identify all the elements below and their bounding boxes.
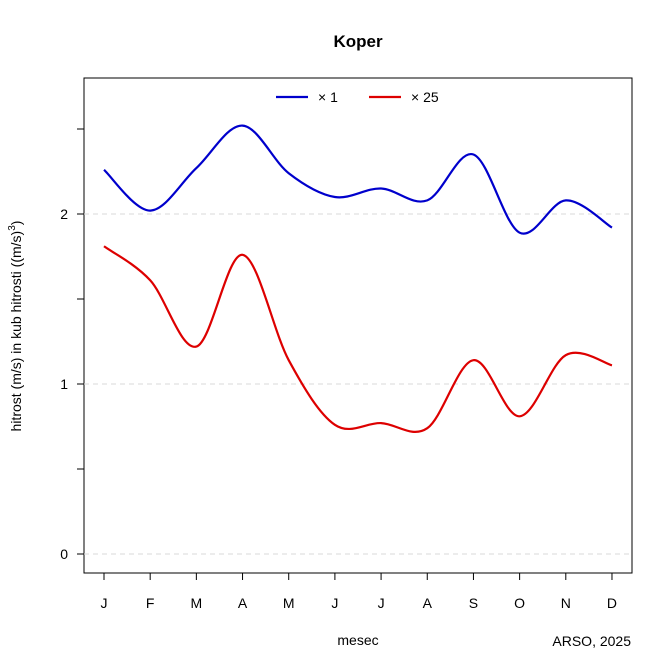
x-tick-label: M	[191, 595, 203, 611]
series-lines	[103, 124, 613, 434]
gridlines	[84, 213, 632, 555]
x-tick-label: J	[101, 595, 108, 611]
x-tick-label: M	[283, 595, 295, 611]
legend-label-2: × 25	[411, 89, 439, 105]
x-tick-label: A	[238, 595, 248, 611]
plot-area-frame	[83, 77, 633, 574]
chart-title: Koper	[333, 32, 383, 51]
y-tick-label: 2	[60, 206, 68, 222]
legend: × 1 × 25	[276, 89, 439, 105]
x-tick-label: N	[561, 595, 571, 611]
x-tick-label: A	[423, 595, 433, 611]
y-axis-title-superscript: 3	[7, 225, 18, 231]
x-tick-label: D	[607, 595, 617, 611]
y-axis-title-tail: )	[8, 221, 24, 226]
y-axis-title: hitrost (m/s) in kub hitrosti ((m/s)3)	[7, 221, 24, 432]
y-axis-title-main: hitrost (m/s) in kub hitrosti ((m/s)	[8, 231, 24, 432]
series-line-2	[103, 245, 613, 434]
x-tick-label: S	[469, 595, 478, 611]
x-tick-label: O	[514, 595, 525, 611]
legend-label-1: × 1	[318, 89, 338, 105]
y-tick-label: 0	[60, 546, 68, 562]
x-tick-label: J	[331, 595, 338, 611]
x-tick-label: F	[146, 595, 155, 611]
y-tick-label: 1	[60, 376, 68, 392]
x-tick-label: J	[378, 595, 385, 611]
y-axis: 0 1 2	[60, 128, 84, 562]
source-credit: ARSO, 2025	[552, 633, 631, 649]
x-axis-title: mesec	[337, 632, 378, 648]
series-line-1	[103, 124, 613, 235]
